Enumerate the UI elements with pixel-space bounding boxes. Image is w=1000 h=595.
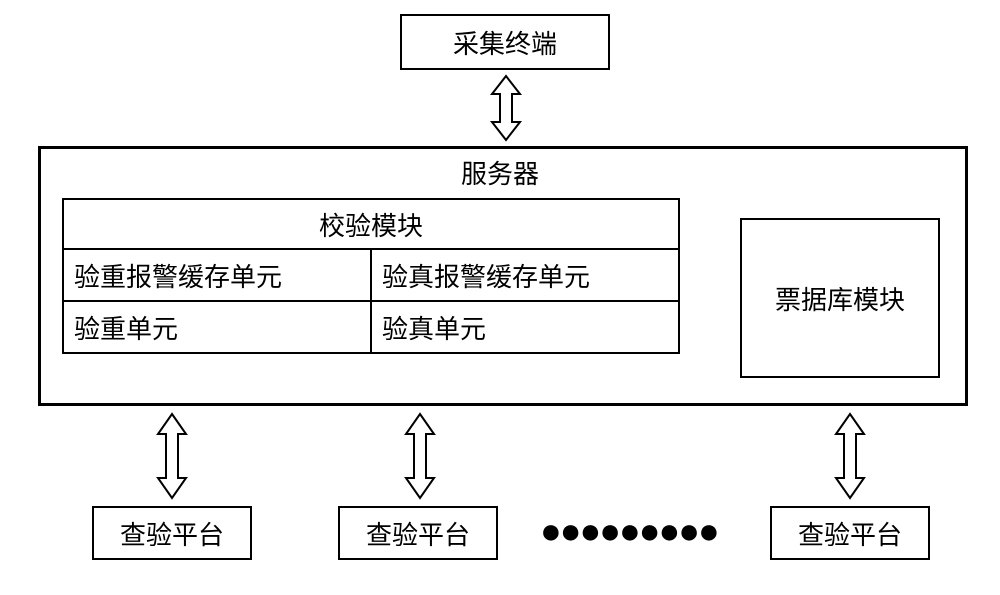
auth-alarm-cache-label: 验真报警缓存单元 [382, 257, 590, 294]
platform-box-1: 查验平台 [92, 506, 252, 560]
dup-alarm-cache-label: 验重报警缓存单元 [74, 257, 282, 294]
arrow-server-plat2 [402, 414, 438, 498]
dup-check-label: 验重单元 [74, 309, 178, 346]
platform-label-1: 查验平台 [120, 515, 224, 552]
platform-box-3: 查验平台 [770, 506, 930, 560]
platform-label-2: 查验平台 [366, 515, 470, 552]
server-label: 服务器 [0, 154, 1000, 191]
arrow-server-plat1 [154, 414, 190, 498]
terminal-label: 采集终端 [453, 24, 557, 61]
dup-check-cell: 验重单元 [62, 300, 372, 354]
auth-check-cell: 验真单元 [370, 300, 680, 354]
arrow-server-plat3 [832, 414, 868, 498]
dup-alarm-cache-cell: 验重报警缓存单元 [62, 248, 372, 302]
billing-db-box: 票据库模块 [740, 218, 940, 378]
auth-check-label: 验真单元 [382, 309, 486, 346]
arrow-terminal-server [488, 76, 524, 140]
platform-label-3: 查验平台 [798, 515, 902, 552]
ellipsis: ●●●●●●●●● [540, 510, 718, 552]
verification-module-label: 校验模块 [62, 206, 680, 243]
platform-box-2: 查验平台 [338, 506, 498, 560]
billing-db-label: 票据库模块 [775, 280, 905, 317]
terminal-box: 采集终端 [400, 14, 610, 70]
auth-alarm-cache-cell: 验真报警缓存单元 [370, 248, 680, 302]
